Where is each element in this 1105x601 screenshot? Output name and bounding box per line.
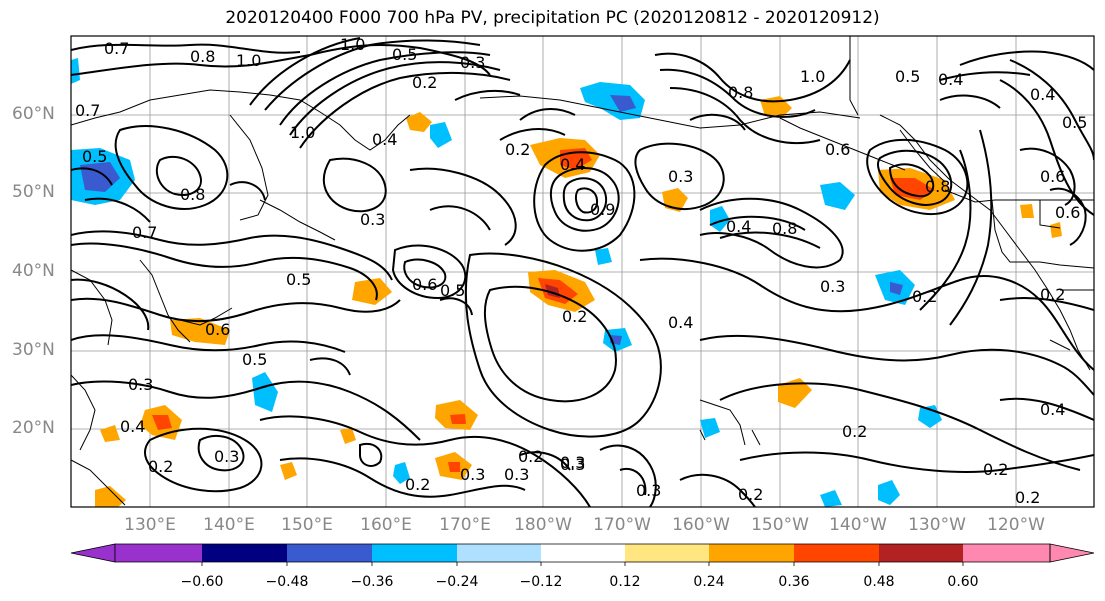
contour-label: 1.0 [290, 123, 315, 142]
contour-label: 0.2 [983, 460, 1008, 479]
colorbar-tick-label: −0.36 [350, 574, 394, 590]
contour-label: 0.4 [726, 217, 751, 236]
contour-label: 0.3 [460, 53, 485, 72]
lon-label: 140°E [203, 515, 255, 535]
contour-label: 0.5 [242, 350, 267, 369]
contour-label: 0.4 [120, 417, 145, 436]
contour-label: 0.8 [190, 47, 215, 66]
colorbar-tick-label: 0.48 [863, 574, 895, 590]
map-title: 2020120400 F000 700 hPa PV, precipitatio… [225, 8, 880, 28]
contour-label: 0.2 [405, 475, 430, 494]
contour-label: 0.2 [562, 307, 587, 326]
contour-label: 0.2 [148, 457, 173, 476]
contour-label: 0.2 [1040, 285, 1065, 304]
contour-label: 0.3 [560, 455, 585, 474]
contour-label: 0.4 [938, 70, 963, 89]
contour-label: 0.5 [392, 45, 417, 64]
contour-label: 0.8 [728, 83, 753, 102]
contour-label: 0.3 [820, 277, 845, 296]
lon-label: 140°W [829, 515, 887, 535]
contour-label: 0.8 [180, 185, 205, 204]
graticule [71, 36, 1094, 507]
contour-label: 0.3 [636, 481, 661, 500]
contour-label: 0.3 [504, 465, 529, 484]
contour-label: 0.7 [75, 101, 100, 120]
contour-label: 0.6 [205, 320, 230, 339]
lon-label: 180°W [514, 515, 572, 535]
contour-label: 0.5 [286, 270, 311, 289]
lon-label: 170°E [439, 515, 491, 535]
lat-label: 30°N [12, 340, 55, 360]
contour-label: 0.4 [1030, 85, 1055, 104]
colorbar-tick-label: −0.48 [265, 574, 309, 590]
contour-label: 0.2 [518, 447, 543, 466]
contour-label: 0.4 [1040, 400, 1065, 419]
contour-label: 0.2 [912, 287, 937, 306]
lon-label: 160°E [360, 515, 412, 535]
contour-label: 0.6 [412, 275, 437, 294]
lat-label: 60°N [12, 104, 55, 124]
lat-label: 20°N [12, 418, 55, 438]
contour-label: 0.5 [82, 147, 107, 166]
contour-label: 0.2 [738, 485, 763, 504]
colorbar-tick-label: −0.12 [519, 574, 563, 590]
colorbar-tick-label: 0.12 [609, 574, 641, 590]
contour-label: 0.2 [842, 422, 867, 441]
lon-label: 150°W [751, 515, 809, 535]
colorbar-tick-label: 0.60 [947, 574, 979, 590]
lon-label: 130°E [124, 515, 176, 535]
contour-label: 0.6 [825, 140, 850, 159]
contour-label: 0.6 [1040, 167, 1065, 186]
contour-label: 0.3 [560, 453, 585, 472]
colorbar-tick-label: 0.24 [693, 574, 725, 590]
contour-label: 0.2 [1015, 488, 1040, 507]
contour-label: 0.5 [440, 281, 465, 300]
lon-label: 170°W [593, 515, 651, 535]
lat-label: 50°N [12, 182, 55, 202]
contour-label: 0.7 [104, 39, 129, 58]
colorbar-tick-label: −0.60 [180, 574, 224, 590]
contour-label: 0.3 [214, 447, 239, 466]
lon-label: 130°W [908, 515, 966, 535]
contour-label: 0.4 [372, 130, 397, 149]
colorbar [70, 543, 1095, 566]
map-border [70, 35, 1095, 508]
contour-label: 0.8 [925, 177, 950, 196]
colorbar-tick-label: −0.24 [435, 574, 479, 590]
contour-label: 1.0 [340, 35, 365, 54]
lon-label: 150°E [281, 515, 333, 535]
lon-label: 120°W [987, 515, 1045, 535]
contour-label: 0.7 [132, 223, 157, 242]
contour-label: 0.3 [460, 465, 485, 484]
contour-label: 0.2 [412, 73, 437, 92]
colorbar-tick-label: 0.36 [778, 574, 810, 590]
contour-label: 0.9 [590, 200, 615, 219]
lat-label: 40°N [12, 261, 55, 281]
contour-label: 0.5 [895, 67, 920, 86]
contour-label: 1.0 [236, 51, 261, 70]
map-background [71, 36, 1094, 507]
contour-label: 0.3 [360, 210, 385, 229]
contour-label: 0.3 [668, 167, 693, 186]
lon-label: 160°W [672, 515, 730, 535]
contour-label: 0.6 [1055, 203, 1080, 222]
contour-label: 0.8 [772, 219, 797, 238]
contour-label: 0.3 [128, 375, 153, 394]
contour-labels: 0.7 0.8 1.0 1.0 0.5 0.3 0.2 0.7 1.0 0.8 … [75, 35, 1087, 507]
contour-label: 0.4 [560, 155, 585, 174]
contour-label: 0.5 [1062, 113, 1087, 132]
contour-label: 0.2 [505, 140, 530, 159]
pv-contours [71, 37, 1094, 507]
contour-label: 1.0 [800, 67, 825, 86]
contour-label: 0.4 [668, 313, 693, 332]
